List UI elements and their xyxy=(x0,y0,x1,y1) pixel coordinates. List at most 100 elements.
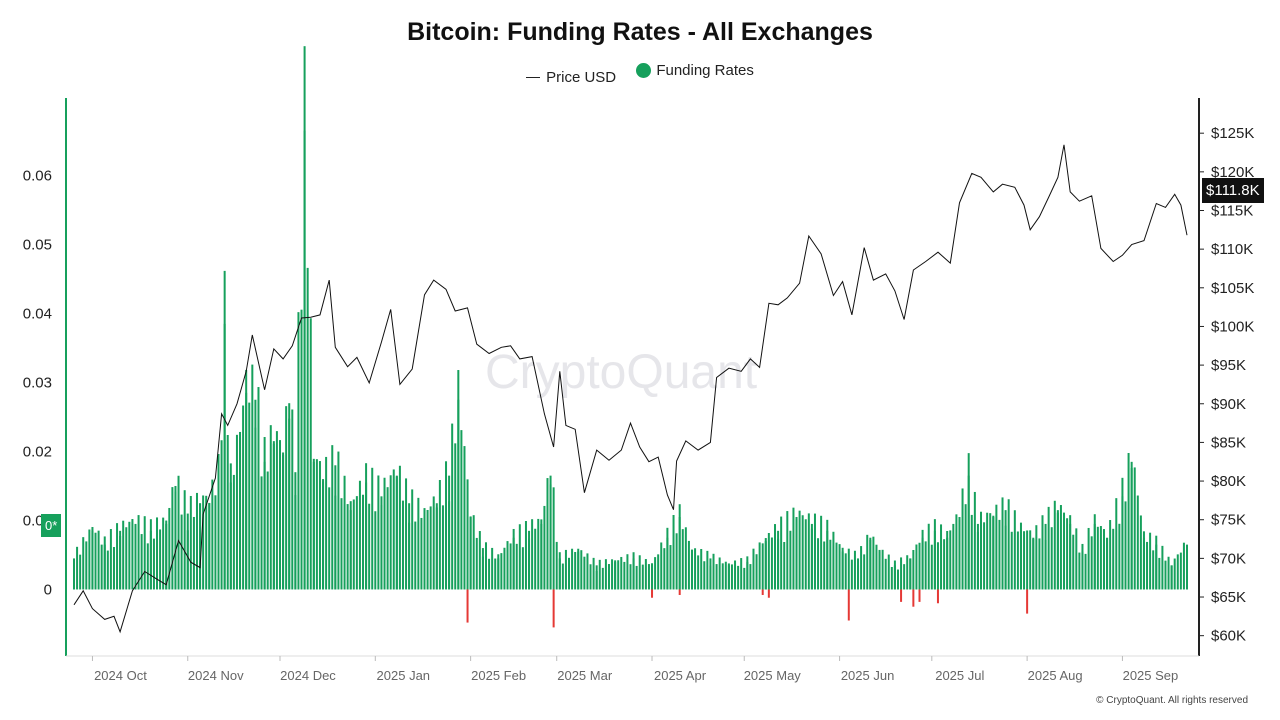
funding-bar xyxy=(1029,530,1032,590)
funding-bar xyxy=(866,534,869,590)
left-tick-label: 0 xyxy=(44,581,52,598)
funding-bar xyxy=(813,513,816,590)
funding-bar xyxy=(546,478,549,590)
funding-bar xyxy=(737,565,740,590)
right-tick-label: $95K xyxy=(1211,357,1246,374)
funding-bar xyxy=(764,541,767,590)
funding-bar xyxy=(915,544,918,590)
funding-bar xyxy=(986,512,989,590)
funding-bar xyxy=(893,565,896,590)
funding-bar xyxy=(494,558,497,590)
funding-bar xyxy=(930,544,933,590)
funding-bar xyxy=(1179,552,1182,590)
funding-bar xyxy=(654,557,657,590)
funding-bar xyxy=(417,497,420,590)
funding-bar xyxy=(91,530,94,590)
funding-bar xyxy=(109,529,112,590)
funding-bar xyxy=(432,496,435,590)
funding-bar xyxy=(362,494,365,590)
right-tick-label: $105K xyxy=(1211,280,1254,297)
left-tick-label: 0.02 xyxy=(23,443,52,460)
funding-bar xyxy=(1186,544,1188,590)
funding-bar xyxy=(660,542,663,590)
watermark: CryptoQuant xyxy=(485,346,758,399)
funding-bar xyxy=(318,461,321,590)
funding-bar xyxy=(177,475,180,590)
funding-bar xyxy=(1007,499,1010,590)
funding-bar xyxy=(1106,537,1109,590)
funding-bar xyxy=(441,505,444,590)
funding-bar xyxy=(912,549,915,590)
funding-bar xyxy=(451,423,454,590)
x-tick-label: 2024 Oct xyxy=(94,668,147,683)
funding-bar xyxy=(1090,536,1093,590)
funding-bar xyxy=(352,499,355,590)
funding-bar xyxy=(1078,552,1081,590)
funding-bar xyxy=(174,485,177,590)
funding-bar xyxy=(1158,557,1161,590)
funding-bar xyxy=(1124,501,1127,590)
funding-bar xyxy=(730,564,733,590)
funding-bar xyxy=(1161,545,1164,590)
funding-bar xyxy=(214,495,217,590)
funding-bar xyxy=(322,479,325,590)
funding-bar xyxy=(411,489,414,590)
right-tick-label: $60K xyxy=(1211,628,1246,645)
funding-bar xyxy=(229,482,232,590)
funding-bar xyxy=(97,530,100,590)
funding-bar xyxy=(838,544,841,590)
x-tick-label: 2025 Jun xyxy=(841,668,895,683)
funding-bar xyxy=(275,431,278,590)
right-tick-label: $100K xyxy=(1211,318,1254,335)
funding-bar xyxy=(325,456,328,590)
funding-bar-negative xyxy=(918,589,921,602)
funding-bar xyxy=(755,554,758,590)
funding-bar xyxy=(199,503,202,590)
legend-item-funding[interactable]: Funding Rates xyxy=(636,62,754,79)
funding-bar xyxy=(617,560,620,590)
funding-bar xyxy=(82,537,85,590)
funding-bar xyxy=(334,465,337,590)
funding-bar xyxy=(106,550,109,590)
x-tick-label: 2025 May xyxy=(744,668,802,683)
funding-bar xyxy=(140,534,143,590)
chart-title: Bitcoin: Funding Rates - All Exchanges xyxy=(407,18,873,46)
funding-bar xyxy=(1121,496,1124,590)
funding-bar xyxy=(574,551,577,590)
funding-bar xyxy=(420,517,423,590)
x-tick-label: 2025 Sep xyxy=(1123,668,1179,683)
funding-bar xyxy=(712,553,715,590)
left-tick-label: 0.06 xyxy=(23,168,52,185)
funding-bar xyxy=(260,476,263,590)
zero-tag: 0* xyxy=(41,514,62,537)
funding-bar xyxy=(847,548,850,590)
right-tick-label: $110K xyxy=(1211,241,1253,258)
funding-bar xyxy=(488,558,491,590)
funding-bar xyxy=(469,517,472,590)
funding-bar xyxy=(524,521,527,590)
funding-bar xyxy=(780,516,783,590)
funding-bar xyxy=(795,517,798,590)
legend-item-price[interactable]: Price USD xyxy=(526,69,616,86)
funding-bar xyxy=(998,519,1001,590)
funding-bar xyxy=(278,440,281,590)
left-tick-label: 0.05 xyxy=(23,237,52,254)
funding-bar xyxy=(1041,515,1044,590)
funding-bar xyxy=(940,524,943,590)
funding-bar xyxy=(558,558,561,590)
funding-bar xyxy=(1152,550,1155,590)
funding-bar xyxy=(943,539,946,590)
funding-bar xyxy=(964,504,967,590)
funding-bar xyxy=(248,402,251,590)
funding-bar xyxy=(380,496,383,590)
funding-bar xyxy=(1127,453,1130,590)
price-line-swatch xyxy=(526,77,541,78)
funding-bar xyxy=(355,496,358,590)
funding-bar xyxy=(820,515,823,590)
right-tick-label: $80K xyxy=(1211,473,1246,490)
funding-bar xyxy=(875,544,878,590)
funding-bar xyxy=(94,532,97,590)
funding-bar xyxy=(125,527,128,590)
funding-bar xyxy=(88,529,91,590)
funding-bar xyxy=(709,558,712,590)
